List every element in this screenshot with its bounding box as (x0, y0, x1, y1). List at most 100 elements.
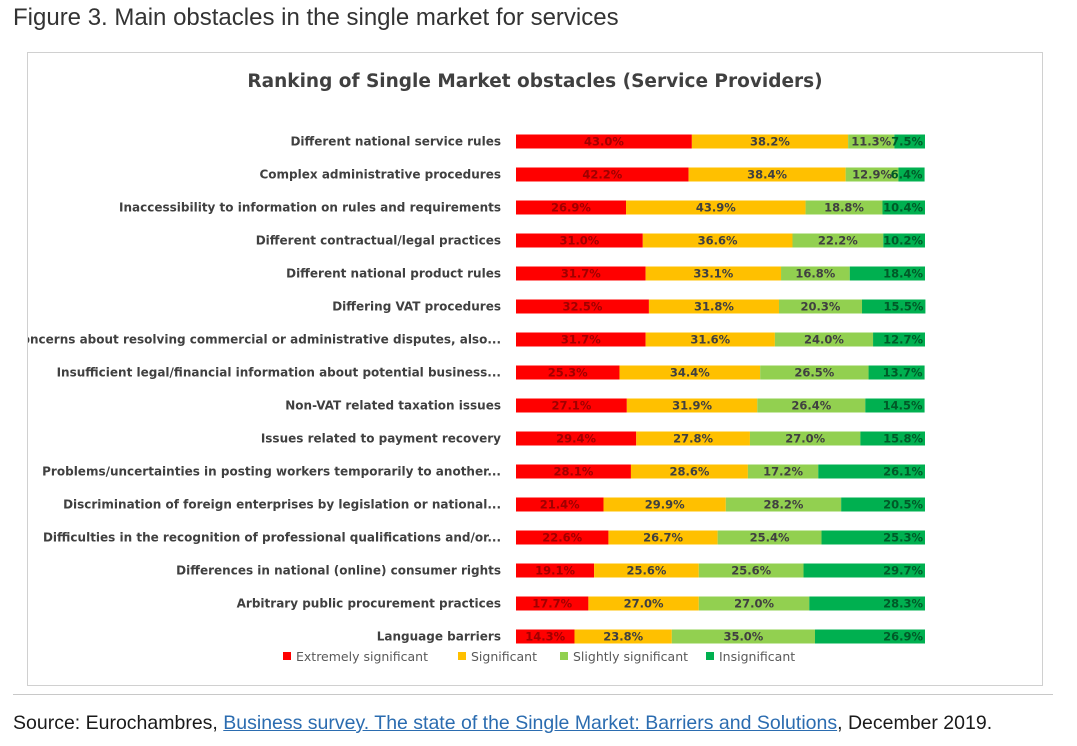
bar-segment (588, 596, 699, 611)
data-label: 31.7% (561, 333, 601, 347)
legend-swatch (283, 652, 291, 660)
bar-segment (818, 464, 925, 479)
data-label: 26.7% (643, 531, 683, 545)
data-label: 27.0% (785, 432, 825, 446)
data-label: 12.7% (883, 333, 923, 347)
data-label: 23.8% (603, 630, 643, 644)
figure-title: Figure 3. Main obstacles in the single m… (13, 4, 619, 31)
data-label: 38.2% (750, 135, 790, 149)
data-label: 17.7% (532, 597, 572, 611)
bar-segment (516, 596, 589, 611)
bar-segment (516, 563, 595, 578)
data-label: 29.4% (556, 432, 596, 446)
bar-segment (774, 332, 874, 347)
bar-segment (803, 563, 925, 578)
category-label: Different contractual/legal practices (256, 234, 501, 248)
data-label: 15.5% (884, 300, 924, 314)
data-label: 16.8% (795, 267, 835, 281)
category-label: Inaccessibility to information on rules … (119, 201, 501, 215)
bar-segment (747, 464, 819, 479)
data-label: 11.3% (851, 135, 891, 149)
data-label: 6.4% (891, 168, 923, 182)
legend-swatch (706, 652, 714, 660)
legend-label: Significant (471, 649, 537, 664)
bar-segment (574, 629, 672, 644)
data-label: 25.3% (548, 366, 588, 380)
bar-segment (894, 134, 925, 149)
bar-segment (516, 266, 646, 281)
bar-segment (778, 299, 863, 314)
data-label: 38.4% (747, 168, 787, 182)
source-line: Source: Eurochambres, Business survey. T… (13, 712, 992, 735)
data-label: 25.4% (750, 531, 790, 545)
bar-segment (645, 266, 782, 281)
data-label: 7.5% (891, 135, 923, 149)
bar-segment (792, 233, 884, 248)
bar-segment (648, 299, 779, 314)
bar-segment (603, 497, 726, 512)
data-label: 14.5% (883, 399, 923, 413)
data-label: 20.5% (883, 498, 923, 512)
data-label: 22.2% (818, 234, 858, 248)
data-label: 19.1% (535, 564, 575, 578)
data-label: 25.6% (627, 564, 667, 578)
bar-segment (608, 530, 718, 545)
legend-label: Extremely significant (296, 649, 428, 664)
source-link[interactable]: Business survey. The state of the Single… (223, 712, 838, 734)
data-label: 42.2% (582, 168, 622, 182)
category-label: Concerns about resolving commercial or a… (28, 333, 501, 347)
category-label: Different national product rules (286, 267, 501, 281)
data-label: 26.4% (791, 399, 831, 413)
bar-segment (862, 299, 926, 314)
category-label: Complex administrative procedures (260, 168, 502, 182)
bar-segment (809, 596, 925, 611)
data-label: 29.7% (883, 564, 923, 578)
data-label: 27.0% (624, 597, 664, 611)
data-label: 17.2% (763, 465, 803, 479)
data-label: 43.0% (584, 135, 624, 149)
data-label: 31.6% (690, 333, 730, 347)
bar-segment (594, 563, 699, 578)
data-label: 22.6% (542, 531, 582, 545)
category-label: Differing VAT procedures (332, 300, 501, 314)
bar-segment (642, 233, 793, 248)
bar-segment (516, 233, 643, 248)
bar-segment (630, 464, 748, 479)
bar-segment (516, 497, 604, 512)
data-label: 36.6% (698, 234, 738, 248)
bar-segment (860, 431, 925, 446)
data-label: 28.6% (669, 465, 709, 479)
bar-segment (821, 530, 925, 545)
data-label: 31.8% (694, 300, 734, 314)
bar-segment (516, 200, 627, 215)
data-label: 31.0% (559, 234, 599, 248)
bar-segment (749, 431, 861, 446)
stacked-bar-chart: Different national service rules 43.0% 38.… (28, 134, 926, 664)
bar-segment (865, 398, 925, 413)
legend-label: Slightly significant (573, 649, 688, 664)
data-label: 26.9% (883, 630, 923, 644)
data-label: 20.3% (801, 300, 841, 314)
bar-segment (841, 497, 925, 512)
data-label: 34.4% (670, 366, 710, 380)
chart-title: Ranking of Single Market obstacles (Serv… (247, 71, 823, 92)
category-label: Arbitrary public procurement practices (237, 597, 501, 611)
data-label: 18.8% (824, 201, 864, 215)
data-label: 15.8% (883, 432, 923, 446)
bar-segment (698, 596, 810, 611)
bar-segment (516, 629, 575, 644)
data-label: 31.9% (672, 399, 712, 413)
bar-segment (882, 200, 925, 215)
category-label: Insufficient legal/financial information… (57, 366, 501, 380)
category-label: Differences in national (online) consume… (176, 564, 501, 578)
bar-segment (725, 497, 842, 512)
data-label: 24.0% (804, 333, 844, 347)
bar-segment (848, 134, 895, 149)
bar-segment (636, 431, 750, 446)
data-label: 13.7% (883, 366, 923, 380)
bar-segment (849, 266, 925, 281)
data-label: 12.9% (852, 168, 892, 182)
data-label: 21.4% (540, 498, 580, 512)
category-label: Problems/uncertainties in posting worker… (42, 465, 501, 479)
bar-segment (516, 431, 637, 446)
